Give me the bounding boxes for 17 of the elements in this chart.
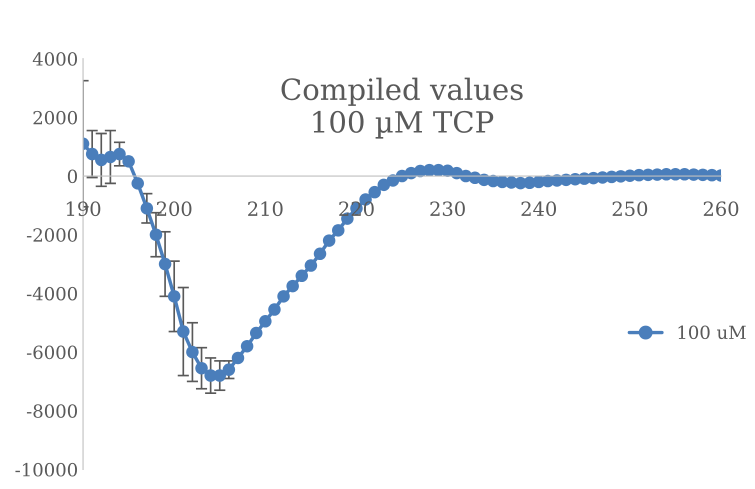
text: Compiled values 100 µM TCP: [282, 78, 523, 139]
y-tick-label: -10000: [15, 462, 77, 477]
x-tick-label: 200: [156, 201, 192, 216]
x-tick-label: 210: [248, 201, 283, 216]
x-tick-label: 230: [430, 201, 465, 216]
y-tick-label: -4000: [26, 286, 77, 301]
y-tick-label: 0: [68, 170, 77, 184]
x-tick-label: 250: [612, 201, 648, 216]
y-tick-label: -2000: [26, 228, 77, 242]
y-tick-label: -8000: [26, 404, 77, 418]
y-tick-label: -6000: [26, 346, 77, 360]
legend-label: 100 uM: [678, 325, 746, 340]
x-tick-label: 240: [522, 201, 556, 216]
y-tick-label: 2000: [33, 110, 77, 124]
x-tick-label: 260: [704, 201, 738, 216]
x-tick-label: 190: [66, 201, 100, 216]
y-tick-label: 4000: [32, 52, 77, 66]
